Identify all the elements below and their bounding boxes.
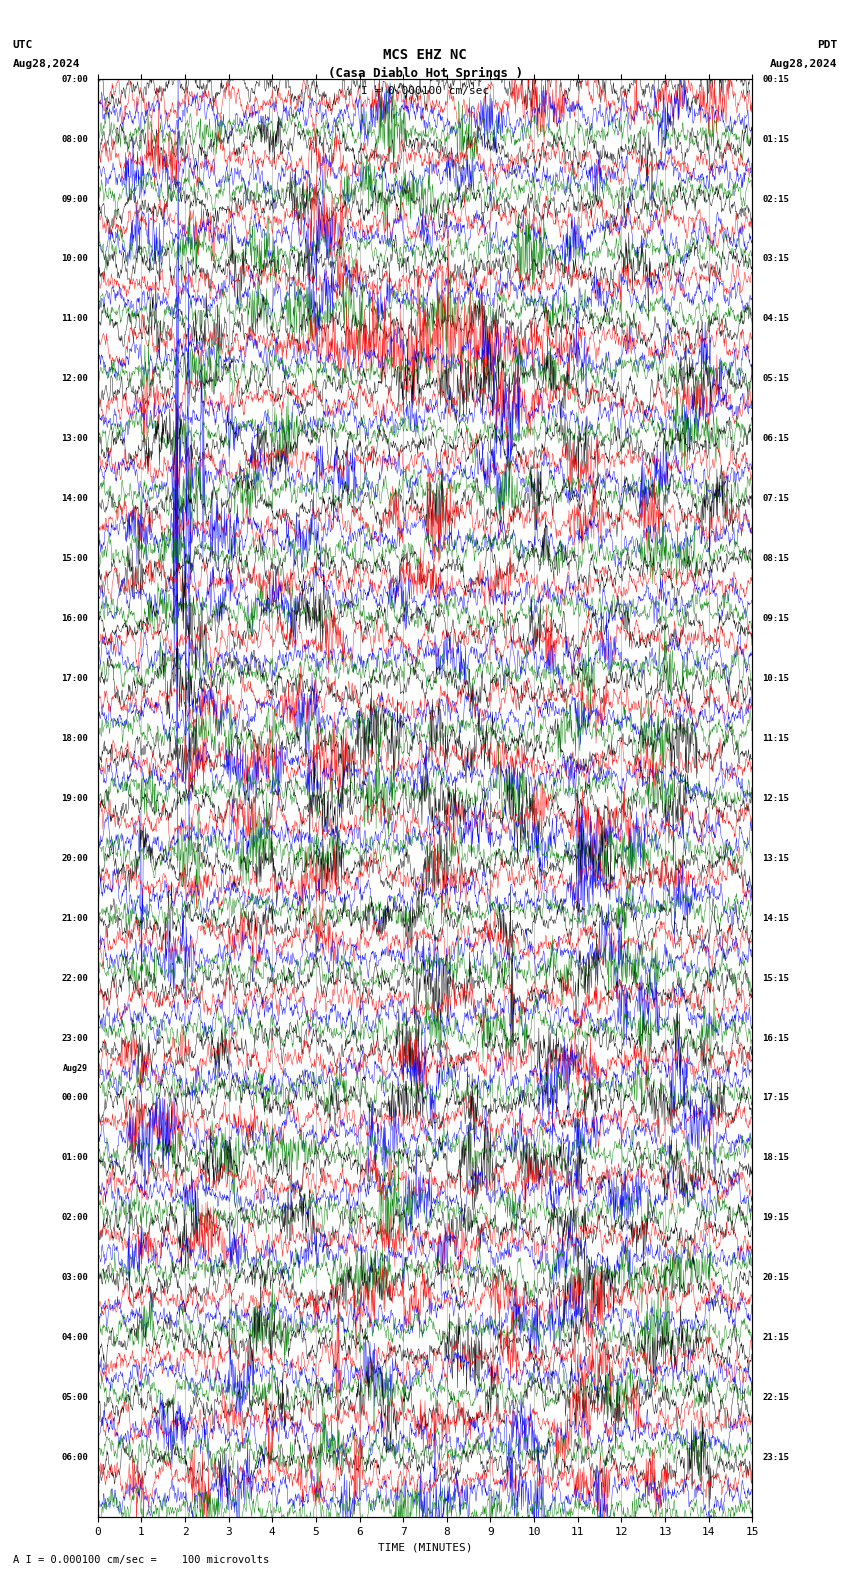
Text: 09:00: 09:00 [61,195,88,204]
Text: 19:00: 19:00 [61,794,88,803]
Text: 20:15: 20:15 [762,1274,789,1283]
Text: PDT: PDT [817,40,837,49]
Text: 04:00: 04:00 [61,1334,88,1342]
Text: 00:00: 00:00 [61,1093,88,1102]
Text: 20:00: 20:00 [61,854,88,863]
Text: 21:00: 21:00 [61,914,88,923]
Text: I = 0.000100 cm/sec: I = 0.000100 cm/sec [361,86,489,95]
Text: 15:15: 15:15 [762,974,789,982]
Text: 02:15: 02:15 [762,195,789,204]
Text: Aug28,2024: Aug28,2024 [770,59,837,68]
Text: 09:15: 09:15 [762,615,789,623]
Text: 03:00: 03:00 [61,1274,88,1283]
Text: 14:00: 14:00 [61,494,88,504]
Text: 05:00: 05:00 [61,1392,88,1402]
Text: 12:00: 12:00 [61,374,88,383]
X-axis label: TIME (MINUTES): TIME (MINUTES) [377,1543,473,1552]
Text: 11:15: 11:15 [762,733,789,743]
Text: 07:15: 07:15 [762,494,789,504]
Text: 12:15: 12:15 [762,794,789,803]
Text: 05:15: 05:15 [762,374,789,383]
Text: 11:00: 11:00 [61,314,88,323]
Text: 23:00: 23:00 [61,1033,88,1042]
Text: 01:15: 01:15 [762,135,789,144]
Text: 18:15: 18:15 [762,1153,789,1163]
Text: 00:15: 00:15 [762,74,789,84]
Text: (Casa Diablo Hot Springs ): (Casa Diablo Hot Springs ) [327,67,523,79]
Text: 07:00: 07:00 [61,74,88,84]
Text: 17:15: 17:15 [762,1093,789,1102]
Text: 03:15: 03:15 [762,255,789,263]
Text: 01:00: 01:00 [61,1153,88,1163]
Text: 16:15: 16:15 [762,1033,789,1042]
Text: MCS EHZ NC: MCS EHZ NC [383,48,467,62]
Text: 22:15: 22:15 [762,1392,789,1402]
Text: 18:00: 18:00 [61,733,88,743]
Text: 06:15: 06:15 [762,434,789,444]
Text: 08:00: 08:00 [61,135,88,144]
Text: 15:00: 15:00 [61,554,88,564]
Text: 13:15: 13:15 [762,854,789,863]
Text: Aug29: Aug29 [63,1063,88,1072]
Text: 08:15: 08:15 [762,554,789,564]
Text: 06:00: 06:00 [61,1453,88,1462]
Text: A I = 0.000100 cm/sec =    100 microvolts: A I = 0.000100 cm/sec = 100 microvolts [13,1555,269,1565]
Text: 17:00: 17:00 [61,673,88,683]
Text: UTC: UTC [13,40,33,49]
Text: Aug28,2024: Aug28,2024 [13,59,80,68]
Text: 04:15: 04:15 [762,314,789,323]
Text: 23:15: 23:15 [762,1453,789,1462]
Text: 19:15: 19:15 [762,1213,789,1223]
Text: 14:15: 14:15 [762,914,789,923]
Text: 10:15: 10:15 [762,673,789,683]
Text: 21:15: 21:15 [762,1334,789,1342]
Text: 13:00: 13:00 [61,434,88,444]
Text: 10:00: 10:00 [61,255,88,263]
Text: 02:00: 02:00 [61,1213,88,1223]
Text: 16:00: 16:00 [61,615,88,623]
Text: 22:00: 22:00 [61,974,88,982]
